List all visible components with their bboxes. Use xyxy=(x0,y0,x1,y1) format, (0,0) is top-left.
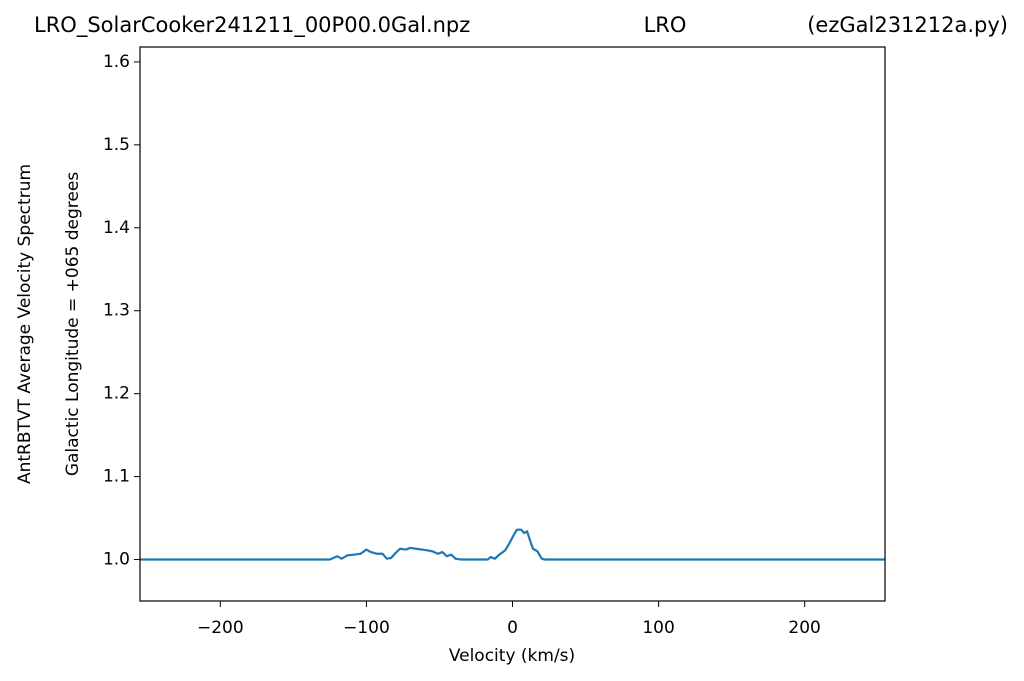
chart-title: LRO_SolarCooker241211_00P00.0Gal.npz xyxy=(34,13,470,38)
y-tick-label: 1.5 xyxy=(103,135,130,155)
y-axis-label-2: Galactic Longitude = +065 degrees xyxy=(63,172,83,476)
x-axis-label: Velocity (km/s) xyxy=(449,646,575,666)
chart-title-right: (ezGal231212a.py) xyxy=(807,13,1008,37)
line-series xyxy=(140,528,885,561)
y-tick-label: 1.6 xyxy=(103,52,130,72)
x-tick-label: −100 xyxy=(343,618,390,638)
y-tick-label: 1.4 xyxy=(103,218,130,238)
x-tick-label: 0 xyxy=(507,618,518,638)
x-tick-label: −200 xyxy=(197,618,244,638)
y-axis-label: AntRBTVT Average Velocity Spectrum xyxy=(15,164,35,484)
y-tick-label: 1.2 xyxy=(103,384,130,404)
y-tick-label: 1.3 xyxy=(103,301,130,321)
x-tick-label: 100 xyxy=(642,618,674,638)
plot-frame xyxy=(139,46,886,602)
chart-title-center: LRO xyxy=(644,13,687,37)
y-tick-label: 1.0 xyxy=(103,550,130,570)
x-tick-label: 200 xyxy=(788,618,820,638)
y-tick-label: 1.1 xyxy=(103,467,130,487)
